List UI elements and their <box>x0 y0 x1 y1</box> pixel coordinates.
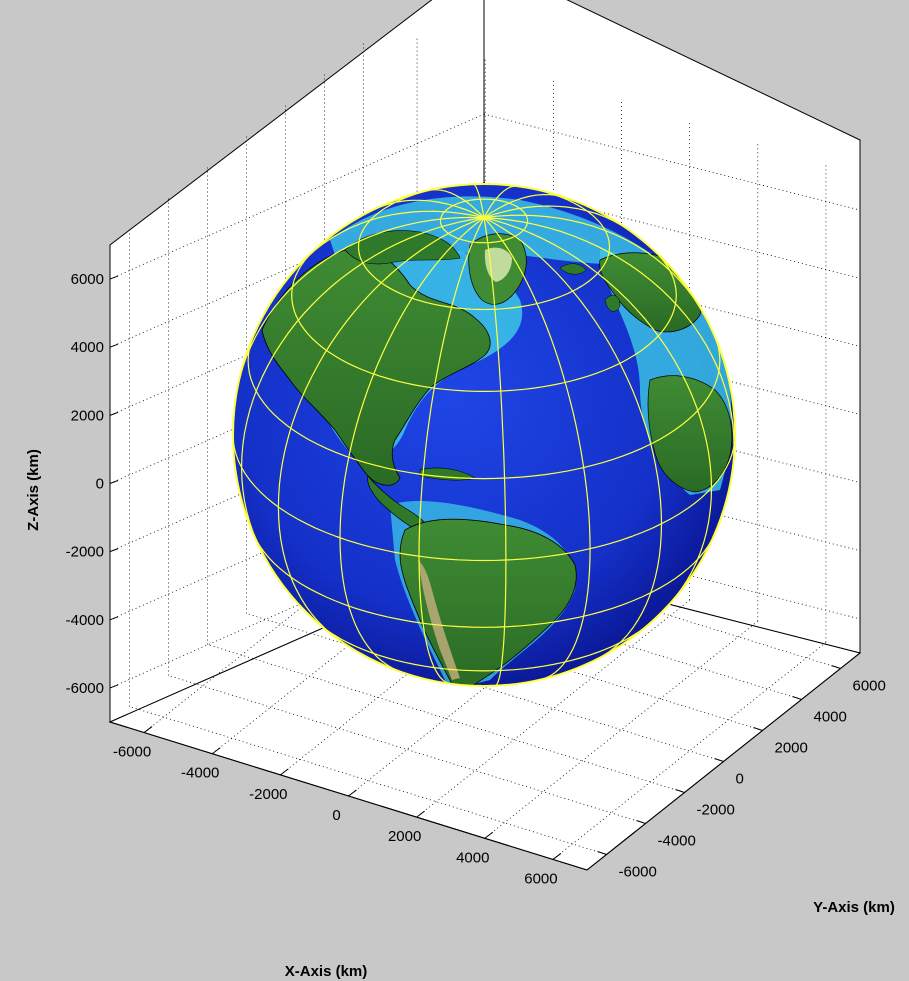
y-tick-mark <box>831 665 841 669</box>
y-tick-label: 2000 <box>775 740 808 757</box>
z-grid-line <box>109 113 485 280</box>
x-tick-label: 6000 <box>524 870 557 887</box>
parallel-line <box>233 434 735 562</box>
x-tick-label: 2000 <box>388 828 421 845</box>
globe-outline <box>232 183 736 687</box>
x-axis-label: X-Axis (km) <box>285 963 368 980</box>
z-tick-label: -4000 <box>66 612 104 629</box>
meridian-line <box>339 217 485 672</box>
meridian-line <box>306 210 485 258</box>
z-tick-mark <box>109 275 119 280</box>
land-iceland <box>559 263 587 275</box>
z-tick-mark <box>109 480 119 484</box>
z-tick-label: 2000 <box>71 407 104 424</box>
z-grid-line <box>483 113 861 211</box>
z-tick-label: -2000 <box>66 544 104 561</box>
meridian-line <box>483 205 630 231</box>
y-tick-label: 6000 <box>853 678 886 695</box>
meridian-line <box>372 199 485 219</box>
land-africa <box>647 375 733 493</box>
y-tick-mark <box>636 820 646 824</box>
z-tick-mark <box>109 411 119 416</box>
parallel-line <box>317 622 651 672</box>
meridian-line <box>483 194 563 219</box>
x-tick-mark <box>211 747 221 755</box>
z-tick-mark <box>109 343 119 348</box>
y-tick-label: -2000 <box>697 802 735 819</box>
meridian-line <box>418 217 485 684</box>
x-tick-label: 4000 <box>456 849 489 866</box>
x-tick-label: -4000 <box>181 765 219 782</box>
y-grid-line <box>129 706 607 855</box>
y-tick-mark <box>675 789 685 793</box>
y-tick-mark <box>714 758 724 762</box>
z-tick-label: 6000 <box>71 271 104 288</box>
z-tick-label: -6000 <box>66 680 104 697</box>
land-uk <box>604 295 621 312</box>
axis-ticks: -6000-4000-20000200040006000-6000-4000-2… <box>66 271 886 887</box>
meridian-line <box>483 217 507 686</box>
meridian-line <box>483 214 701 308</box>
y-grid-line <box>246 613 724 762</box>
meridian-line <box>483 185 517 218</box>
x-tick-mark <box>416 810 425 818</box>
earth-globe <box>232 183 736 687</box>
y-tick-mark <box>753 727 763 731</box>
land-andes-highland <box>418 560 460 680</box>
meridian-line <box>483 217 591 680</box>
x-tick-label: -6000 <box>113 744 151 761</box>
y-tick-mark <box>597 851 607 855</box>
parallel-line <box>255 539 713 628</box>
meridian-line <box>430 189 485 219</box>
z-tick-mark <box>109 684 119 689</box>
x-tick-mark <box>552 853 562 860</box>
parallel-line <box>247 335 721 480</box>
y-tick-label: -6000 <box>619 864 657 881</box>
x-tick-mark <box>484 831 494 839</box>
y-tick-label: 4000 <box>814 709 847 726</box>
z-tick-mark <box>109 548 119 553</box>
graticule-lines <box>233 184 735 686</box>
x-tick-label: -2000 <box>249 786 287 803</box>
meridian-line <box>277 217 485 635</box>
y-grid-line <box>207 644 685 793</box>
meridian-line <box>240 217 485 554</box>
x-tick-mark <box>143 726 153 733</box>
y-axis-label: Y-Axis (km) <box>813 899 895 916</box>
x-tick-mark <box>348 789 357 797</box>
meridian-line <box>236 216 485 391</box>
meridian-line <box>483 217 713 607</box>
y-tick-label: -4000 <box>658 833 696 850</box>
z-axis-label: Z-Axis (km) <box>25 449 42 531</box>
z-tick-label: 0 <box>96 476 104 493</box>
meridian-line <box>483 217 735 469</box>
y-tick-label: 0 <box>736 771 744 788</box>
x-tick-mark <box>280 768 289 776</box>
parallel-line <box>291 251 677 393</box>
meridian-line <box>472 184 485 218</box>
x-tick-label: 0 <box>332 807 340 824</box>
y-grid-line <box>168 675 646 824</box>
y-tick-mark <box>792 696 802 700</box>
z-tick-mark <box>109 616 119 621</box>
meridian-line <box>483 217 663 657</box>
z-tick-label: 4000 <box>71 339 104 356</box>
